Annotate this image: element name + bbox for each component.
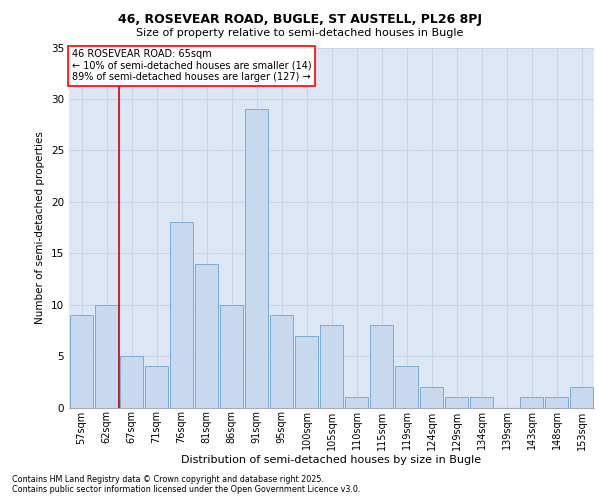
Bar xyxy=(145,366,168,408)
Bar xyxy=(220,304,243,408)
Bar xyxy=(445,397,468,407)
Bar xyxy=(470,397,493,407)
Text: Size of property relative to semi-detached houses in Bugle: Size of property relative to semi-detach… xyxy=(136,28,464,38)
Text: 46 ROSEVEAR ROAD: 65sqm
← 10% of semi-detached houses are smaller (14)
89% of se: 46 ROSEVEAR ROAD: 65sqm ← 10% of semi-de… xyxy=(71,50,311,82)
Bar xyxy=(520,397,543,407)
Text: 46, ROSEVEAR ROAD, BUGLE, ST AUSTELL, PL26 8PJ: 46, ROSEVEAR ROAD, BUGLE, ST AUSTELL, PL… xyxy=(118,12,482,26)
Bar xyxy=(120,356,143,408)
Bar xyxy=(270,315,293,408)
Bar xyxy=(545,397,568,407)
Bar xyxy=(295,336,318,407)
Bar xyxy=(245,109,268,408)
Text: Contains public sector information licensed under the Open Government Licence v3: Contains public sector information licen… xyxy=(12,485,361,494)
X-axis label: Distribution of semi-detached houses by size in Bugle: Distribution of semi-detached houses by … xyxy=(181,455,482,465)
Bar xyxy=(570,387,593,407)
Bar xyxy=(370,325,393,407)
Y-axis label: Number of semi-detached properties: Number of semi-detached properties xyxy=(35,131,46,324)
Bar xyxy=(395,366,418,408)
Bar xyxy=(170,222,193,408)
Text: Contains HM Land Registry data © Crown copyright and database right 2025.: Contains HM Land Registry data © Crown c… xyxy=(12,475,324,484)
Bar xyxy=(195,264,218,408)
Bar xyxy=(420,387,443,407)
Bar xyxy=(70,315,93,408)
Bar xyxy=(320,325,343,407)
Bar xyxy=(95,304,118,408)
Bar xyxy=(345,397,368,407)
